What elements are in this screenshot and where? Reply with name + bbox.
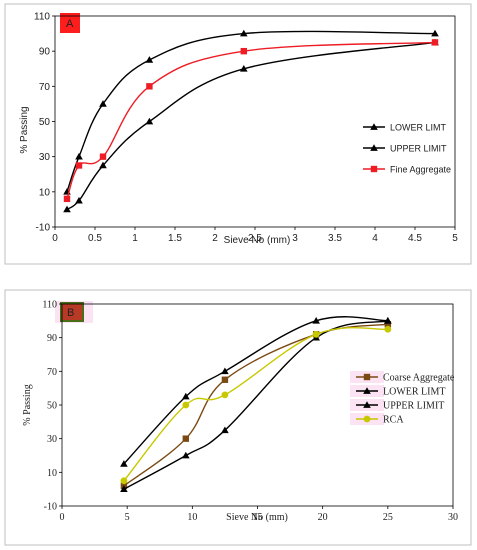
data-point <box>384 325 392 333</box>
x-tick-label: 3.5 <box>328 233 342 244</box>
data-point <box>384 321 392 328</box>
series-line <box>123 320 388 490</box>
panel-b-label: B <box>67 307 74 319</box>
legend-key-marker <box>363 401 371 408</box>
data-point <box>384 317 392 324</box>
x-tick-label: 15 <box>253 512 263 523</box>
x-tick-label: 4 <box>372 233 378 244</box>
x-tick-label: 2 <box>212 233 218 244</box>
data-point <box>240 29 248 37</box>
legend-key-marker <box>370 123 378 130</box>
x-tick-label: 0.5 <box>88 233 102 244</box>
legend-label: Fine Aggregate <box>390 165 451 175</box>
legend-label: LOWER LIMT <box>383 387 446 398</box>
x-tick-label: 0 <box>52 233 58 244</box>
data-point <box>75 196 83 204</box>
legend-key-marker <box>363 415 371 423</box>
panel-b-plot: -10 10 30 50 70 90 110 0 5 10 15 20 25 30 Coarse Aggre… <box>42 300 458 524</box>
panel-a-badge <box>60 13 80 33</box>
data-point <box>182 451 190 459</box>
y-tick-label: 90 <box>47 333 57 344</box>
data-point <box>120 485 128 493</box>
data-point <box>312 317 320 324</box>
data-point <box>120 460 128 467</box>
y-tick-label: 70 <box>39 82 51 93</box>
panel-b-y-axis-title: % Passing <box>22 384 33 425</box>
data-point <box>75 162 83 169</box>
data-point <box>99 161 107 169</box>
x-tick-label: 30 <box>448 512 458 523</box>
data-point <box>99 100 107 107</box>
data-point <box>182 392 190 400</box>
x-tick-label: 1.5 <box>168 233 182 244</box>
data-point <box>75 152 83 160</box>
x-tick-label: 0 <box>60 512 65 523</box>
legend-label: LOWER LIMT <box>390 123 447 133</box>
data-point <box>431 29 439 37</box>
y-tick-label: 90 <box>39 47 51 58</box>
panel-a-x-axis-title: Sieve No (mm) <box>224 235 291 246</box>
data-point <box>221 376 229 383</box>
x-tick-label: 25 <box>383 512 393 523</box>
y-tick-label: -10 <box>44 502 57 513</box>
legend-label: UPPER LIMIT <box>390 144 447 154</box>
data-point <box>431 39 439 46</box>
y-tick-label: 110 <box>34 12 50 23</box>
data-point <box>221 391 229 399</box>
x-tick-label: 4.5 <box>408 233 422 244</box>
legend-key-marker <box>363 373 371 381</box>
x-tick-label: 5 <box>125 512 130 523</box>
panel-b-x-axis-title: Sieve No (mm) <box>226 512 288 523</box>
y-tick-label: 50 <box>39 117 51 128</box>
panel-a-label: A <box>66 18 74 30</box>
x-tick-label: 1 <box>132 233 138 244</box>
panel-a-plot: -10 10 30 50 70 90 110 0 0.5 1 1.5 2 2.5 3 3.5 4 4.5 5 LOW… <box>34 12 458 245</box>
y-tick-label: 30 <box>39 152 51 163</box>
legend-label: UPPER LIMIT <box>383 401 444 412</box>
legend-label: Coarse Aggregate <box>383 373 455 384</box>
legend-key-marker <box>370 165 378 173</box>
y-tick-label: 10 <box>39 187 51 198</box>
x-tick-label: 10 <box>187 512 197 523</box>
data-point <box>99 153 107 160</box>
data-point <box>63 205 71 213</box>
data-point <box>240 64 248 72</box>
panel-a-y-axis-title: % Passing <box>19 106 30 153</box>
legend-label: RCA <box>383 415 404 426</box>
y-tick-label: 70 <box>47 367 57 378</box>
data-point <box>312 330 320 338</box>
x-tick-label: 3 <box>292 233 298 244</box>
x-tick-label: 2.5 <box>248 233 262 244</box>
y-tick-label: 10 <box>47 468 57 479</box>
y-tick-label: -10 <box>36 223 51 234</box>
data-point <box>182 435 190 442</box>
data-point <box>120 477 128 485</box>
data-point <box>145 117 154 125</box>
x-tick-label: 5 <box>452 233 458 244</box>
panel-b-badge <box>60 302 84 322</box>
y-tick-label: 110 <box>42 300 57 311</box>
data-point <box>221 426 229 434</box>
x-tick-label: 20 <box>318 512 328 523</box>
y-tick-label: 30 <box>47 434 57 445</box>
data-point <box>145 56 154 63</box>
legend-key-marker <box>363 387 371 394</box>
data-point <box>63 195 71 203</box>
data-point <box>182 401 190 409</box>
legend-key-marker <box>370 144 378 151</box>
data-point <box>221 367 229 375</box>
data-point <box>146 83 153 90</box>
data-point <box>240 47 247 55</box>
y-tick-label: 50 <box>47 401 57 412</box>
